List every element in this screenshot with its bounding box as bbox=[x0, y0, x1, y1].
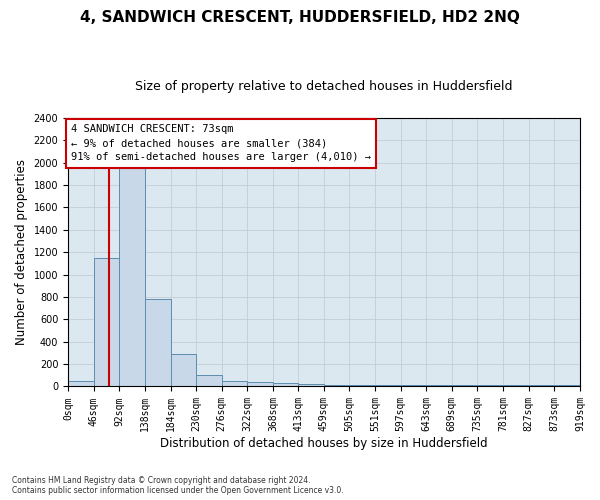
Bar bbox=[68, 381, 94, 386]
Bar bbox=[298, 384, 324, 386]
Bar bbox=[324, 385, 349, 386]
Bar bbox=[170, 354, 196, 386]
Y-axis label: Number of detached properties: Number of detached properties bbox=[15, 159, 28, 345]
Bar bbox=[273, 383, 298, 386]
Bar bbox=[119, 168, 145, 386]
Bar bbox=[94, 258, 119, 386]
Bar bbox=[145, 299, 170, 386]
Bar bbox=[247, 382, 273, 386]
Bar bbox=[196, 376, 222, 386]
Text: 4, SANDWICH CRESCENT, HUDDERSFIELD, HD2 2NQ: 4, SANDWICH CRESCENT, HUDDERSFIELD, HD2 … bbox=[80, 10, 520, 25]
Title: Size of property relative to detached houses in Huddersfield: Size of property relative to detached ho… bbox=[135, 80, 513, 93]
Text: Contains HM Land Registry data © Crown copyright and database right 2024.
Contai: Contains HM Land Registry data © Crown c… bbox=[12, 476, 344, 495]
Text: 4 SANDWICH CRESCENT: 73sqm
← 9% of detached houses are smaller (384)
91% of semi: 4 SANDWICH CRESCENT: 73sqm ← 9% of detac… bbox=[71, 124, 371, 162]
Bar bbox=[222, 381, 247, 386]
X-axis label: Distribution of detached houses by size in Huddersfield: Distribution of detached houses by size … bbox=[160, 437, 488, 450]
